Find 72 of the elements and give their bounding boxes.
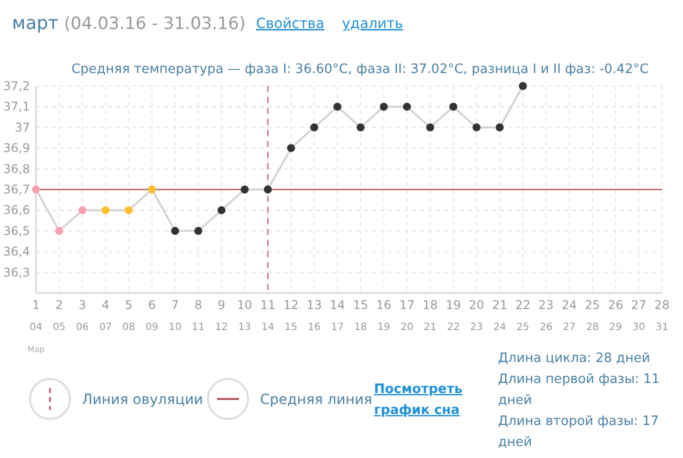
point (426, 123, 434, 132)
x-tick-label: 19 22 (446, 298, 461, 333)
x-tick-label: 26 29 (608, 298, 624, 333)
point (287, 144, 296, 152)
point (264, 186, 272, 194)
point (240, 186, 249, 194)
point (78, 206, 86, 214)
y-tick-label: 36,5 (3, 224, 30, 238)
x-tick-label: 21 24 (492, 298, 508, 333)
x-tick-label: 27 30 (631, 298, 646, 333)
x-tick-label: 28 31 (654, 298, 670, 333)
x-tick-label: 7 10 (168, 298, 182, 333)
point (496, 123, 504, 132)
point (124, 206, 133, 214)
y-tick-label: 36,8 (3, 162, 30, 176)
text: Посмотреть график сна (374, 382, 462, 418)
chart-subtitle: Средняя температура — фаза I: 36.60°C, фаза II: 37.02°C, разница I и II фаз: -0.42°C (71, 62, 649, 77)
y-tick-label: 36,9 (3, 141, 30, 156)
text: (04.03.16 - 31.03.16) (64, 14, 246, 34)
legend-label: Средняя линия (260, 392, 372, 408)
point (55, 226, 64, 235)
x-tick-label: 18 21 (422, 298, 438, 333)
point (148, 186, 156, 194)
x-tick-label: 5 08 (122, 298, 136, 333)
x-tick-label: 9 12 (215, 298, 228, 333)
x-tick-label: 17 20 (399, 298, 415, 333)
point (171, 226, 180, 235)
point (449, 102, 458, 111)
x-tick-label: 2 05 (52, 298, 66, 333)
x-tick-label: 16 19 (376, 298, 392, 333)
text: Длина цикла: 28 дней (498, 351, 650, 366)
x-tick-label: 11 14 (260, 298, 276, 333)
x-tick-label: 8 11 (192, 298, 205, 333)
y-tick-label: 36,3 (3, 265, 30, 280)
point (518, 82, 527, 90)
point (380, 102, 388, 111)
y-tick-label: 37 (14, 120, 30, 134)
text: Свойства (256, 16, 324, 32)
x-tick-label: 23 26 (538, 298, 554, 333)
point (217, 206, 226, 214)
y-tick-label: 37,1 (3, 100, 30, 114)
text: Мар (28, 345, 44, 354)
point (32, 186, 40, 194)
legend-label: Линия овуляции (82, 392, 203, 408)
point (356, 123, 365, 132)
y-tick-label: 36,4 (3, 244, 30, 259)
y-tick-label: 37,2 (3, 79, 30, 93)
point (310, 123, 318, 132)
x-tick-label: 24 27 (562, 298, 577, 333)
x-tick-label: 13 16 (306, 298, 322, 333)
point (402, 102, 411, 111)
text: Длина первой фазы: 11 дней (498, 372, 660, 408)
x-tick-label: 4 07 (99, 298, 112, 333)
x-tick-label: 1 04 (30, 298, 42, 333)
x-tick-label: 25 28 (584, 298, 600, 333)
point (194, 226, 202, 235)
x-tick-label: 14 17 (330, 298, 346, 333)
x-tick-label: 10 13 (237, 298, 252, 333)
y-tick-label: 36,6 (3, 203, 30, 218)
x-tick-label: 6 09 (146, 298, 158, 333)
point (102, 206, 110, 214)
x-tick-label: 20 23 (468, 298, 484, 333)
chart-title: март (12, 13, 59, 34)
x-tick-label: 12 15 (283, 298, 299, 333)
text: Длина второй фазы: 17 дней (498, 414, 659, 450)
x-tick-label: 22 25 (515, 298, 531, 333)
x-tick-label: 3 06 (76, 298, 89, 333)
x-tick-label: 15 18 (352, 298, 368, 333)
text: удалить (342, 16, 403, 32)
point (472, 123, 481, 132)
y-tick-label: 36,7 (3, 182, 30, 196)
point (333, 102, 342, 111)
